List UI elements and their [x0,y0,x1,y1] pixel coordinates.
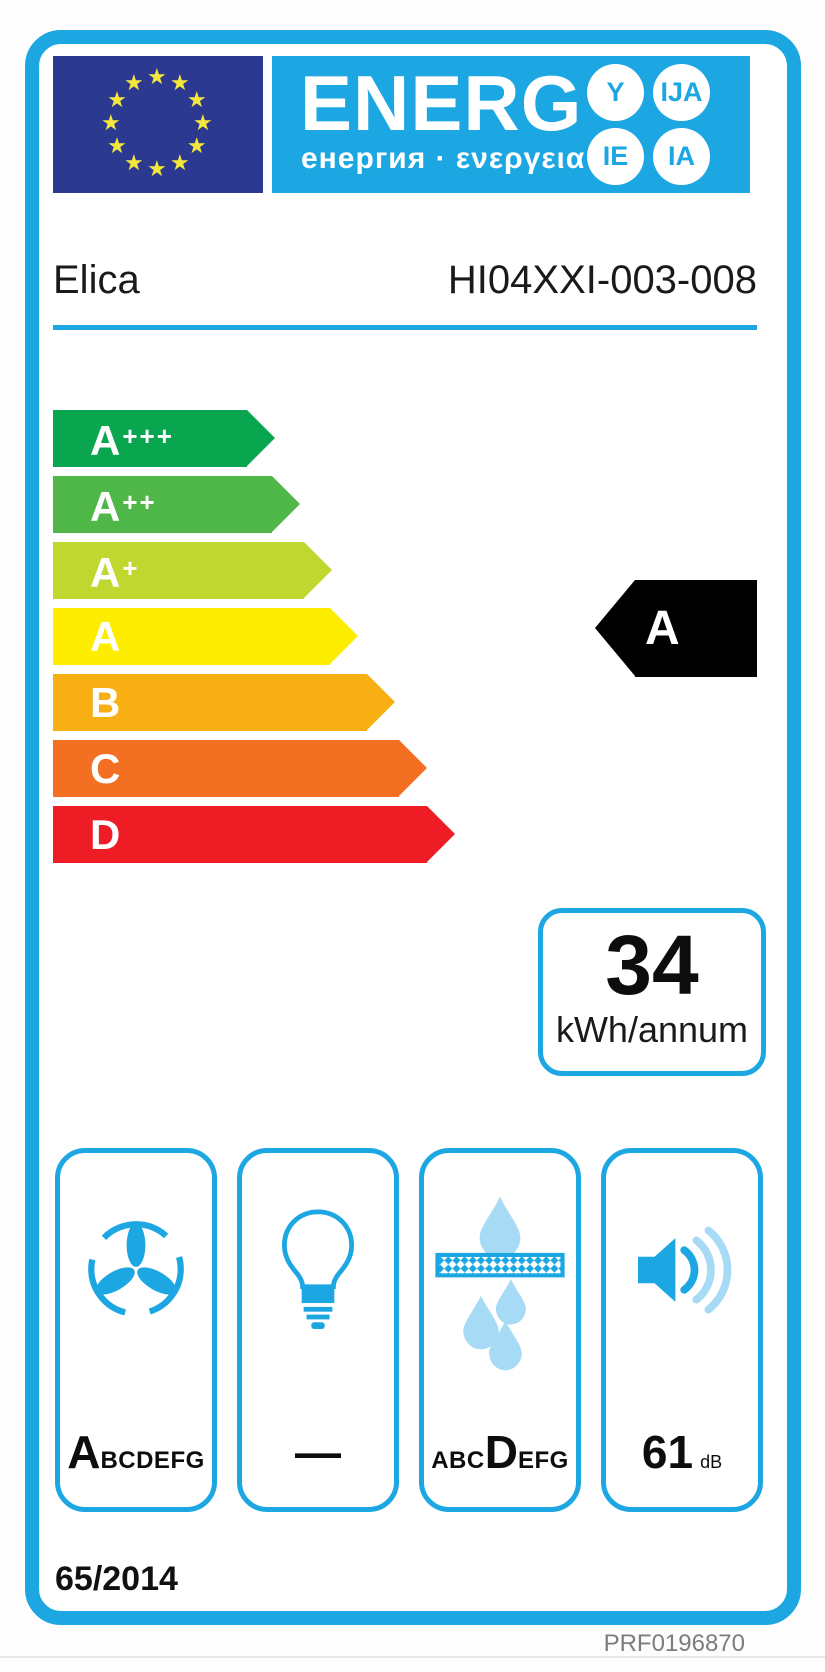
energ-header: ENERG енергия · ενεργεια Y IJA IE IA [272,56,750,193]
scale-arrow-D: D [53,806,455,863]
metric-label-part: A [67,1426,101,1478]
metric-box-grease-filtering: ABCDEFG [419,1148,581,1512]
fan-efficiency-class-label: ABCDEFG [60,1425,212,1479]
metric-box-lighting: — [237,1148,399,1512]
brand-name: Elica [53,258,140,302]
energ-suffix-circle: IJA [653,64,710,121]
scale-arrow-C: C [53,740,427,797]
scale-arrow-A+++: A+++ [53,410,275,467]
grease-filter-icon [432,1195,568,1377]
eu-flag: ★ ★ ★ ★ ★ ★ ★ ★ ★ ★ ★ ★ [53,56,263,193]
metric-label-part: — [295,1426,341,1478]
energ-suffix-circle: Y [587,64,644,121]
eu-star-icon: ★ [170,70,190,96]
fan-icon [84,1217,188,1326]
energ-logo-text: ENERG [300,59,583,147]
rating-arrow: A [595,580,757,677]
eu-star-icon: ★ [170,149,190,175]
energ-language-suffixes: Y IJA IE IA [587,64,710,185]
metric-box-fan-efficiency: ABCDEFG [55,1148,217,1512]
energ-subtitle: енергия · ενεργεια [301,142,586,175]
eu-star-icon: ★ [147,156,167,181]
eu-star-icon: ★ [147,64,167,89]
scale-arrow-A+: A+ [53,542,332,599]
energy-consumption-value: 34 [605,918,699,1012]
reference-code: PRF0196870 [603,1630,745,1657]
header-divider [53,325,757,330]
scale-arrow-A++: A++ [53,476,300,533]
speaker-icon [627,1215,737,1330]
metric-label-part: dB [700,1452,723,1472]
energ-suffix-circle: IA [653,128,710,185]
metric-label-part: EFG [517,1447,569,1474]
efficiency-scale: A+++ A++ A+ A B C D [53,410,483,870]
eu-star-icon: ★ [107,87,127,112]
eu-star-icon: ★ [107,133,127,158]
eu-star-icon: ★ [124,149,144,175]
rating-arrow-body: A [635,580,757,677]
metric-label-part: ABC [431,1447,485,1474]
regulation-number: 65/2014 [55,1560,178,1598]
rating-arrow-tip-icon [595,580,635,676]
eu-star-icon: ★ [186,133,207,158]
model-number: HI04XXI-003-008 [447,258,757,302]
eu-star-icon: ★ [193,110,213,135]
eu-star-icon: ★ [124,70,144,96]
metric-label-part: 61 [641,1426,694,1478]
eu-star-icon: ★ [101,110,121,135]
rating-class-letter: A [645,602,680,655]
lighting-efficiency-label: — [242,1425,394,1479]
noise-level-label: 61 dB [606,1425,758,1479]
energy-consumption-box: 34 kWh/annum [538,908,766,1076]
scale-arrow-B: B [53,674,395,731]
grease-filtering-class-label: ABCDEFG [424,1425,576,1479]
page-edge-line [0,1656,825,1658]
energy-consumption-unit: kWh/annum [555,1009,749,1051]
eu-star-icon: ★ [186,87,207,112]
lightbulb-icon [270,1205,366,1337]
metric-label-part: D [484,1426,518,1478]
energ-suffix-circle: IE [587,128,644,185]
metric-label-part: BCDEFG [100,1447,205,1474]
metric-box-noise: 61 dB [601,1148,763,1512]
scale-arrow-A: A [53,608,358,665]
